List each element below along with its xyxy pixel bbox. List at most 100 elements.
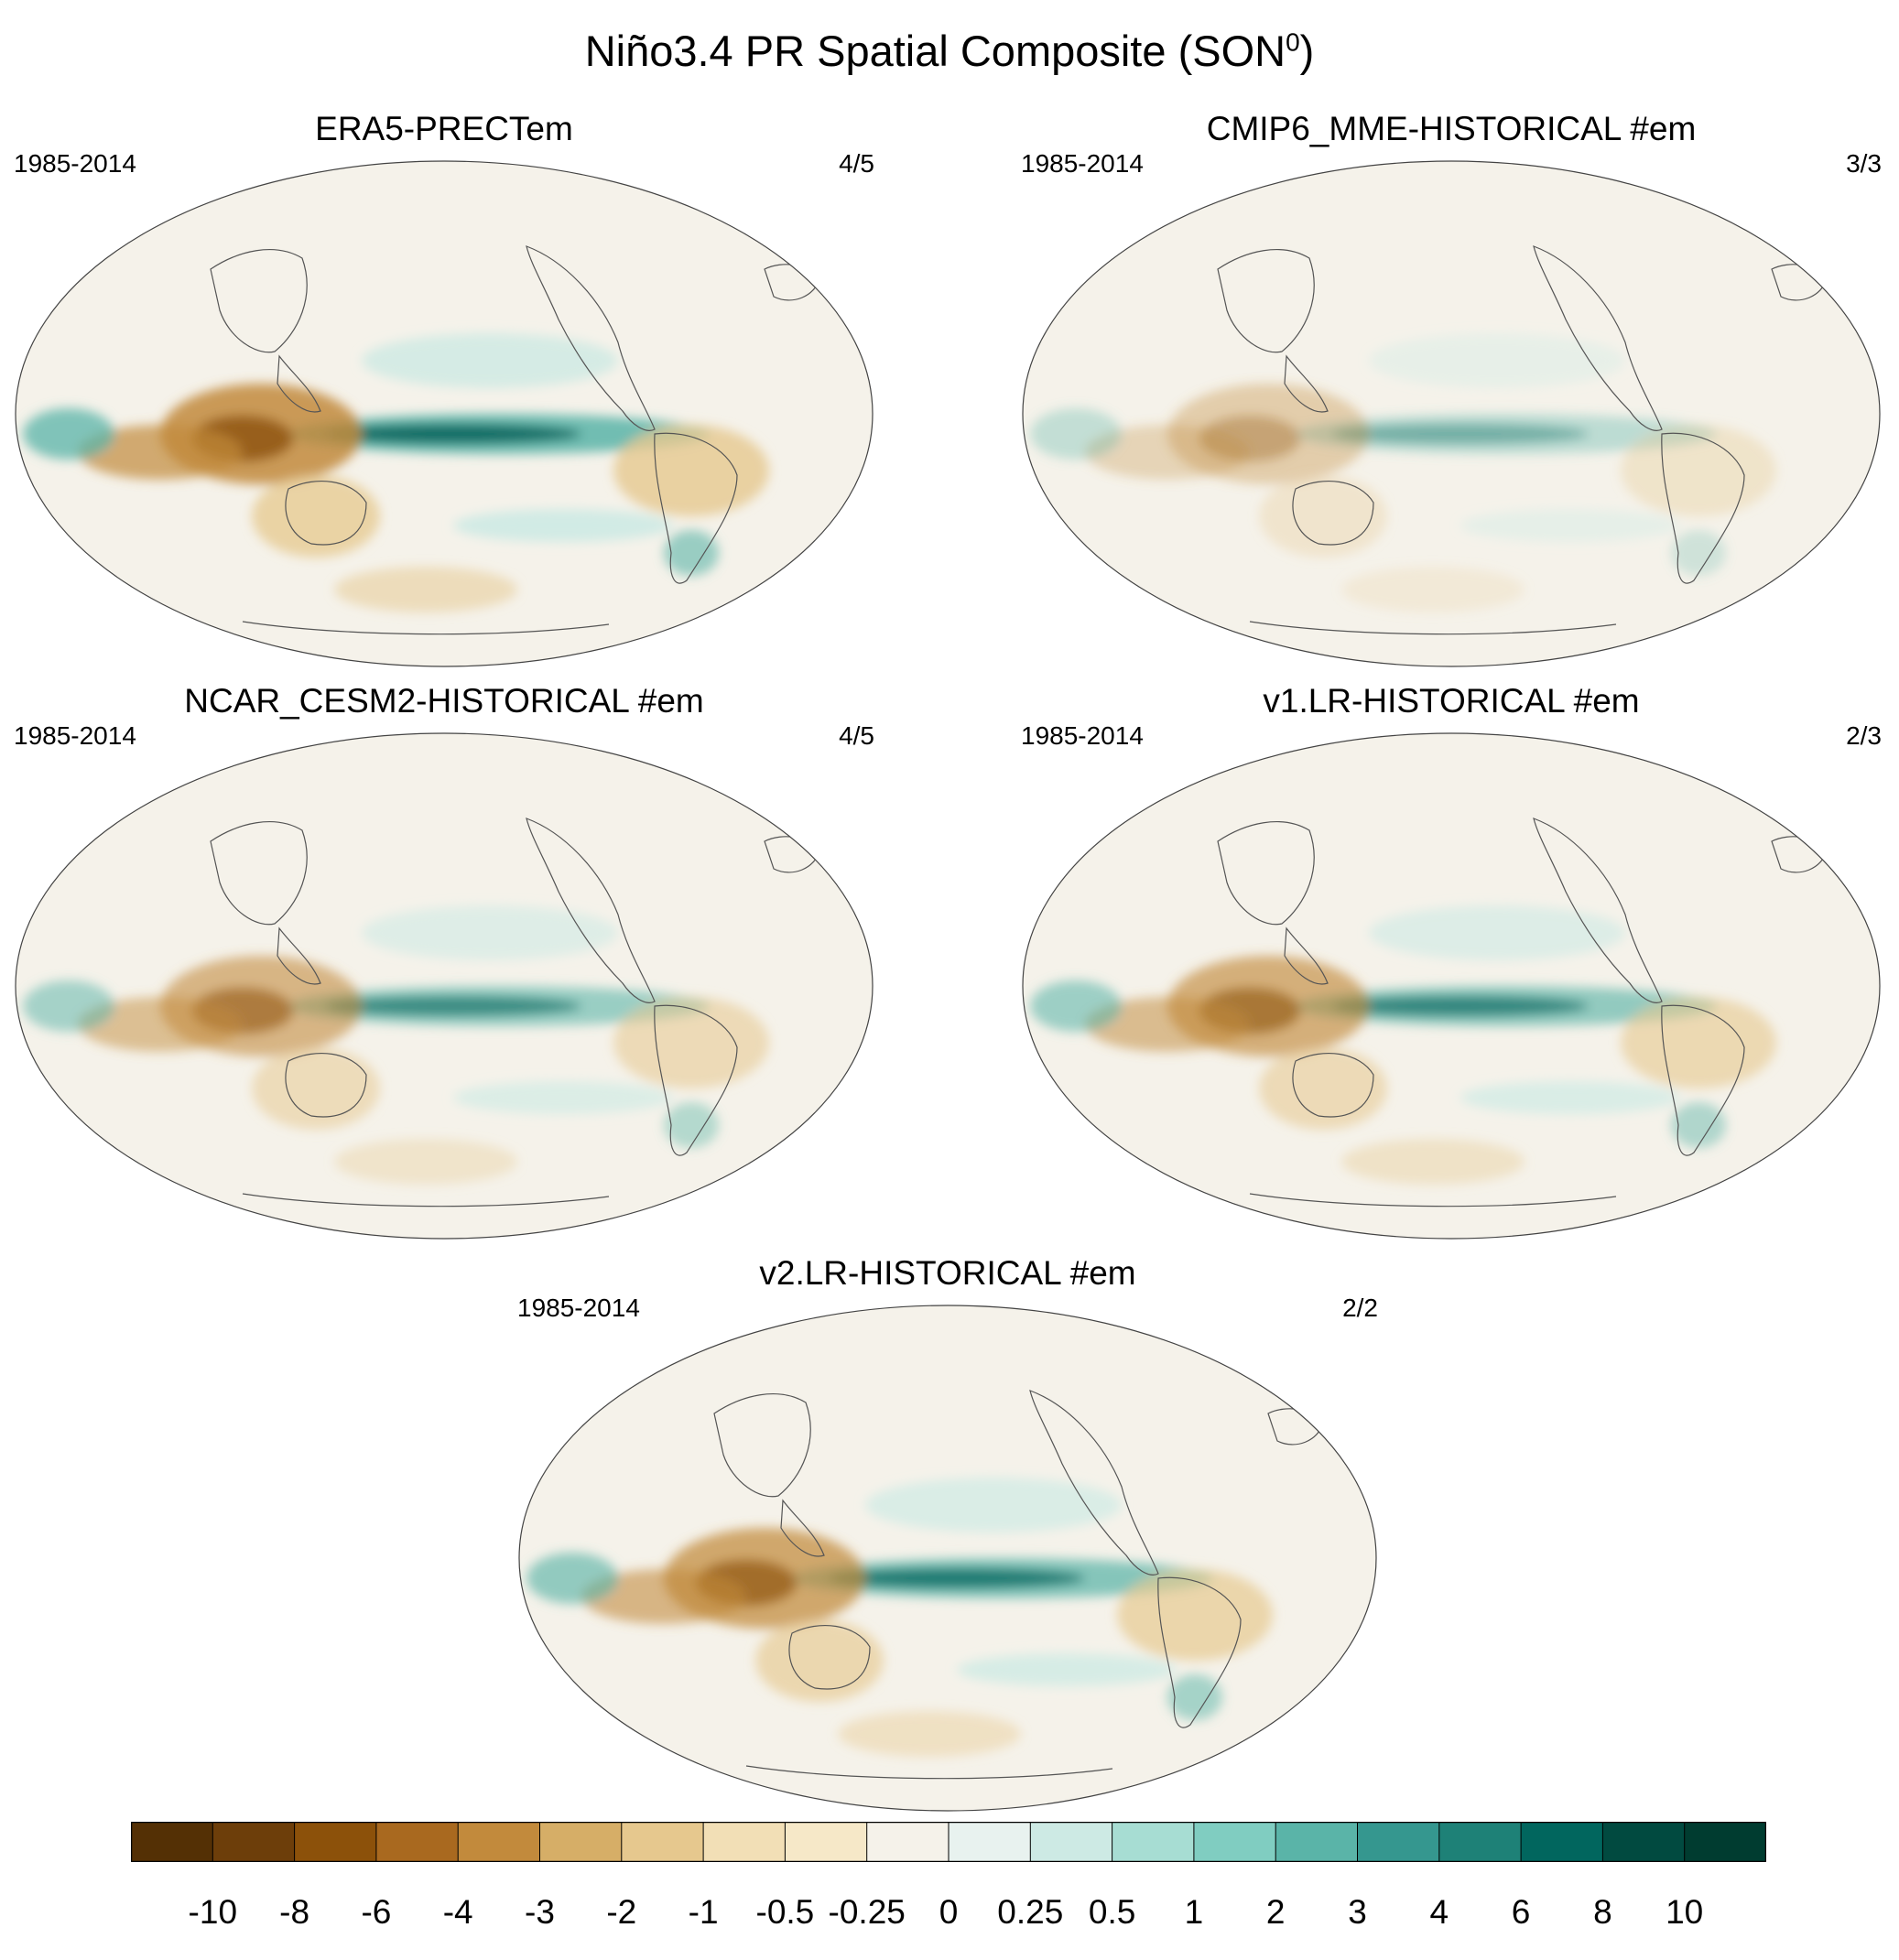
colorbar-swatch bbox=[1275, 1822, 1358, 1862]
colorbar-tick-label: -6 bbox=[361, 1893, 392, 1931]
equatorial-pacific-wet-core bbox=[325, 424, 581, 444]
map-border bbox=[15, 732, 874, 1240]
australia-dry bbox=[252, 475, 380, 558]
panel-period: 1985-2014 bbox=[1021, 721, 1144, 750]
southern-ocean-dry bbox=[838, 1711, 1021, 1757]
panel-period: 1985-2014 bbox=[517, 1294, 640, 1322]
north-pacific-wet bbox=[362, 333, 618, 388]
coastline bbox=[285, 480, 367, 546]
southern-ocean-dry bbox=[1341, 1139, 1525, 1185]
coastline bbox=[277, 926, 321, 985]
south-america-se-wet bbox=[1671, 530, 1726, 576]
coastlines bbox=[210, 818, 820, 1207]
coastline bbox=[526, 245, 656, 431]
south-america-se-wet bbox=[1167, 1674, 1222, 1720]
panel-title: v2.LR-HISTORICAL #em bbox=[759, 1254, 1136, 1292]
colorbar-tick-label: 4 bbox=[1429, 1893, 1449, 1931]
coastlines bbox=[713, 1390, 1324, 1780]
panel-title: ERA5-PRECTem bbox=[315, 110, 573, 147]
map-background bbox=[16, 733, 873, 1239]
colorbar-swatch bbox=[1357, 1822, 1440, 1862]
panel-v2-lr: v2.LR-HISTORICAL #em 1985-2014 2/2 bbox=[517, 1254, 1378, 1813]
map-cmip6-mme bbox=[1022, 160, 1881, 667]
colorbar bbox=[131, 1822, 1766, 1862]
map-border bbox=[518, 1305, 1377, 1812]
indian-ocean-east-dry bbox=[1085, 997, 1250, 1052]
figure-title-superscript: 0 bbox=[1286, 27, 1300, 57]
coastline bbox=[210, 249, 308, 353]
figure-title-close: ) bbox=[1299, 27, 1315, 75]
colorbar-tick-label: 8 bbox=[1593, 1893, 1612, 1931]
colorbar-swatch bbox=[703, 1822, 786, 1862]
equatorial-pacific-wet-core bbox=[829, 1568, 1085, 1588]
colorbar-tick-label: -3 bbox=[525, 1893, 555, 1931]
colorbar-tick-label: -0.25 bbox=[828, 1893, 906, 1931]
colorbar-tick-label: 3 bbox=[1348, 1893, 1367, 1931]
north-pacific-wet bbox=[1369, 333, 1625, 388]
south-america-se-wet bbox=[664, 1102, 719, 1148]
colorbar-tick-label: -10 bbox=[188, 1893, 238, 1931]
colorbar-swatch bbox=[1112, 1822, 1195, 1862]
colorbar-tick-label: -1 bbox=[688, 1893, 719, 1931]
south-pacific-wet-diagonal bbox=[453, 1081, 673, 1114]
australia-dry bbox=[1259, 475, 1387, 558]
indian-ocean-east-dry bbox=[78, 425, 243, 480]
coastline bbox=[277, 354, 321, 413]
map-v1-lr bbox=[1022, 732, 1881, 1240]
colorbar-swatch bbox=[539, 1822, 623, 1862]
map-ncar-cesm2 bbox=[15, 732, 874, 1240]
south-pacific-wet-diagonal bbox=[1460, 1081, 1680, 1114]
panel-title: CMIP6_MME-HISTORICAL #em bbox=[1206, 110, 1697, 147]
coastlines bbox=[1217, 245, 1828, 635]
coastline bbox=[1249, 1193, 1617, 1207]
indian-ocean-west-wet bbox=[1030, 408, 1122, 460]
coastline bbox=[654, 1004, 738, 1156]
south-america-se-wet bbox=[1671, 1102, 1726, 1148]
coastlines bbox=[1217, 818, 1828, 1207]
map-border bbox=[1022, 732, 1881, 1240]
coastline bbox=[1661, 432, 1745, 584]
coastline bbox=[1029, 1390, 1159, 1576]
map-v2-lr bbox=[518, 1305, 1377, 1812]
atlantic-amazon-dry bbox=[1117, 1569, 1273, 1661]
colorbar-swatch bbox=[1684, 1822, 1766, 1862]
australia-dry bbox=[252, 1047, 380, 1130]
map-background bbox=[16, 161, 873, 666]
south-america-se-wet bbox=[664, 530, 719, 576]
coastline bbox=[1284, 354, 1329, 413]
atlantic-amazon-dry bbox=[613, 997, 769, 1088]
colorbar-swatch bbox=[1438, 1822, 1522, 1862]
southern-ocean-dry bbox=[1341, 567, 1525, 612]
coastline bbox=[788, 1624, 871, 1690]
coastline bbox=[1157, 1576, 1242, 1728]
equatorial-pacific-wet-core bbox=[325, 996, 581, 1016]
panel-title: v1.LR-HISTORICAL #em bbox=[1263, 682, 1640, 720]
colorbar-swatch bbox=[1602, 1822, 1686, 1862]
southern-ocean-dry bbox=[334, 567, 517, 612]
indian-ocean-east-dry bbox=[78, 997, 243, 1052]
anomaly-layer bbox=[526, 1478, 1273, 1757]
panel-title: NCAR_CESM2-HISTORICAL #em bbox=[184, 682, 704, 720]
panel-v1-lr: v1.LR-HISTORICAL #em 1985-2014 2/3 bbox=[1021, 682, 1882, 1240]
map-border bbox=[15, 160, 874, 667]
panel-period: 1985-2014 bbox=[14, 721, 136, 750]
coastline bbox=[1533, 245, 1663, 431]
south-pacific-wet-diagonal bbox=[1460, 509, 1680, 542]
atlantic-amazon-dry bbox=[613, 425, 769, 516]
southern-ocean-dry bbox=[334, 1139, 517, 1185]
coastline bbox=[1292, 1052, 1374, 1118]
equatorial-pacific-wet-core bbox=[1332, 996, 1589, 1016]
colorbar-tick-label: 0.25 bbox=[997, 1893, 1064, 1931]
anomaly-layer bbox=[23, 333, 769, 612]
coastline bbox=[1249, 621, 1617, 635]
panel-period: 1985-2014 bbox=[14, 149, 136, 178]
map-background bbox=[1023, 161, 1880, 666]
colorbar-tick-label: 6 bbox=[1511, 1893, 1531, 1931]
colorbar-swatch bbox=[375, 1822, 459, 1862]
coastline bbox=[242, 1193, 610, 1207]
coastline bbox=[654, 432, 738, 584]
colorbar-tick-label: -4 bbox=[442, 1893, 473, 1931]
south-pacific-wet-diagonal bbox=[453, 509, 673, 542]
coastline bbox=[1217, 249, 1315, 353]
colorbar-tick-label: -0.5 bbox=[755, 1893, 815, 1931]
